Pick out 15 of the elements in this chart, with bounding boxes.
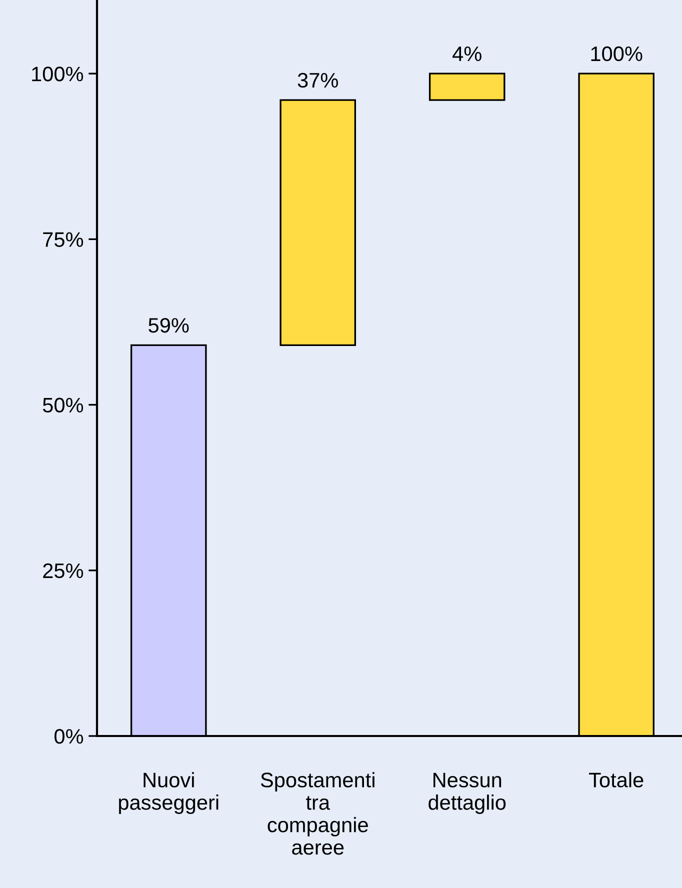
x-tick-label: Spostamenti tra compagnie aeree [260, 772, 374, 855]
x-tick-label: Nuovi passeggeri [119, 772, 218, 814]
bar [280, 99, 356, 346]
data-label: 100% [591, 46, 642, 62]
y-tick-label: 0% [54, 729, 84, 744]
y-tick-label: 100% [32, 66, 84, 82]
bar [428, 72, 506, 101]
data-label: 37% [298, 72, 338, 88]
y-tick-label: 50% [42, 398, 84, 413]
data-label: 59% [148, 318, 189, 333]
data-label: 4% [452, 46, 482, 62]
x-tick-label: Totale [589, 772, 644, 788]
y-tick-label: 25% [43, 563, 84, 578]
x-tick-label: Nessun dettaglio [428, 772, 506, 814]
y-tick-label: 75% [43, 232, 84, 247]
